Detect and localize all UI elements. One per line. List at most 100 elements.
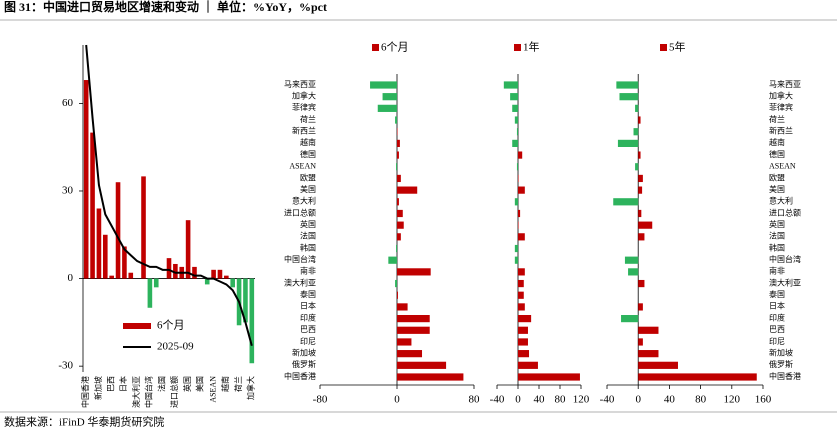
y-category-label: 新加坡 — [769, 347, 793, 357]
bar — [388, 256, 397, 264]
x-tick-label: 澳大利亚 — [131, 376, 141, 408]
y-category-label: 德国 — [769, 149, 785, 159]
bar — [638, 303, 643, 311]
bar — [217, 269, 223, 279]
bar — [518, 291, 524, 299]
y-category-label: ASEAN — [289, 162, 316, 171]
bar — [397, 291, 398, 299]
bar — [377, 104, 397, 112]
y-category-label: 俄罗斯 — [292, 359, 316, 369]
bar — [153, 278, 159, 288]
x-tick-label: 中国香港 — [80, 376, 90, 408]
bar — [109, 275, 114, 279]
bar — [382, 93, 397, 101]
bar — [638, 209, 642, 218]
x-tick-label: 中国台湾 — [144, 376, 154, 408]
y-category-label: 美国 — [769, 184, 785, 194]
bar — [396, 163, 397, 171]
y-category-label: 英国 — [769, 219, 785, 229]
y-category-label: 南非 — [300, 266, 316, 276]
y-category-label: 澳大利亚 — [769, 277, 801, 287]
bar — [518, 268, 525, 276]
x-tick-label: 40 — [534, 394, 546, 406]
legend-label: 2025-09 — [157, 341, 194, 353]
x-tick-label: 日本 — [118, 376, 128, 392]
bar — [518, 186, 525, 194]
bar — [638, 361, 678, 369]
bar — [397, 373, 464, 381]
y-category-label: 意大利 — [292, 196, 316, 206]
bar — [397, 174, 401, 183]
x-tick-label: 巴西 — [106, 376, 115, 392]
bar — [638, 279, 645, 288]
legend-label: 6个月 — [157, 319, 185, 332]
y-category-label: 马来西亚 — [284, 80, 316, 89]
y-category-label: 美国 — [300, 184, 316, 194]
bar — [397, 350, 423, 358]
y-category-label: 印尼 — [300, 337, 316, 346]
bar — [518, 373, 580, 381]
x-tick-label: 0 — [635, 394, 641, 406]
y-category-label: 进口总额 — [769, 207, 801, 217]
bar — [638, 221, 653, 229]
x-tick-label: 0 — [394, 394, 400, 406]
y-category-label: 韩国 — [300, 242, 316, 252]
y-category-label: 印尼 — [769, 337, 785, 346]
bar — [397, 315, 430, 323]
bar — [397, 198, 399, 206]
y-category-label: 意大利 — [769, 196, 793, 206]
legend-swatch — [660, 44, 667, 51]
bar — [616, 81, 639, 89]
y-category-label: 日本 — [769, 301, 785, 311]
bar — [628, 268, 639, 276]
y-tick-label: 60 — [62, 97, 74, 109]
y-category-label: 巴西 — [300, 325, 316, 334]
legend-label: 1年 — [523, 40, 540, 54]
y-category-label: 越南 — [769, 137, 785, 147]
x-tick-label: 80 — [469, 394, 481, 406]
y-category-label: 印度 — [300, 312, 316, 322]
y-tick-label: -30 — [58, 360, 73, 372]
x-tick-label: 0 — [515, 394, 521, 406]
y-category-label: 新西兰 — [292, 126, 316, 136]
y-category-label: 马来西亚 — [769, 80, 801, 89]
bar — [243, 278, 248, 323]
bar — [638, 151, 641, 159]
y-category-label: 法国 — [300, 231, 316, 241]
y-category-label: 印度 — [769, 312, 785, 322]
bar — [115, 182, 121, 279]
bar — [514, 256, 518, 264]
bar — [619, 93, 639, 101]
bar — [249, 278, 255, 364]
bar — [397, 361, 447, 369]
bar — [397, 139, 400, 147]
bar — [635, 163, 639, 171]
legend-label: 5年 — [669, 40, 686, 54]
y-category-label: 菲律宾 — [292, 102, 316, 112]
bar — [638, 373, 757, 381]
bar — [621, 315, 639, 323]
bar — [397, 209, 403, 218]
legend-label: 6个月 — [381, 41, 409, 54]
x-tick-label: 40 — [664, 394, 676, 406]
bar — [518, 279, 524, 288]
bar — [122, 246, 127, 279]
y-category-label: 英国 — [300, 219, 316, 229]
y-category-label: 澳大利亚 — [284, 277, 316, 287]
x-tick-label: 荷兰 — [233, 376, 243, 392]
y-category-label: 加拿大 — [769, 91, 793, 101]
y-category-label: 中国台湾 — [769, 254, 801, 264]
bar — [102, 234, 108, 279]
chart-title: 图 31：中国进口贸易地区增速和变动 ｜ 单位：%YoY，%pct — [4, 0, 327, 14]
y-category-label: 韩国 — [769, 242, 785, 252]
bar — [518, 151, 523, 159]
x-tick-label: 越南 — [220, 376, 230, 392]
bar — [396, 244, 397, 253]
bar — [518, 221, 519, 229]
bar — [510, 93, 518, 101]
bar — [147, 278, 153, 308]
bar — [173, 263, 178, 279]
bar — [638, 116, 641, 124]
bar — [516, 128, 518, 136]
bar — [613, 198, 639, 206]
